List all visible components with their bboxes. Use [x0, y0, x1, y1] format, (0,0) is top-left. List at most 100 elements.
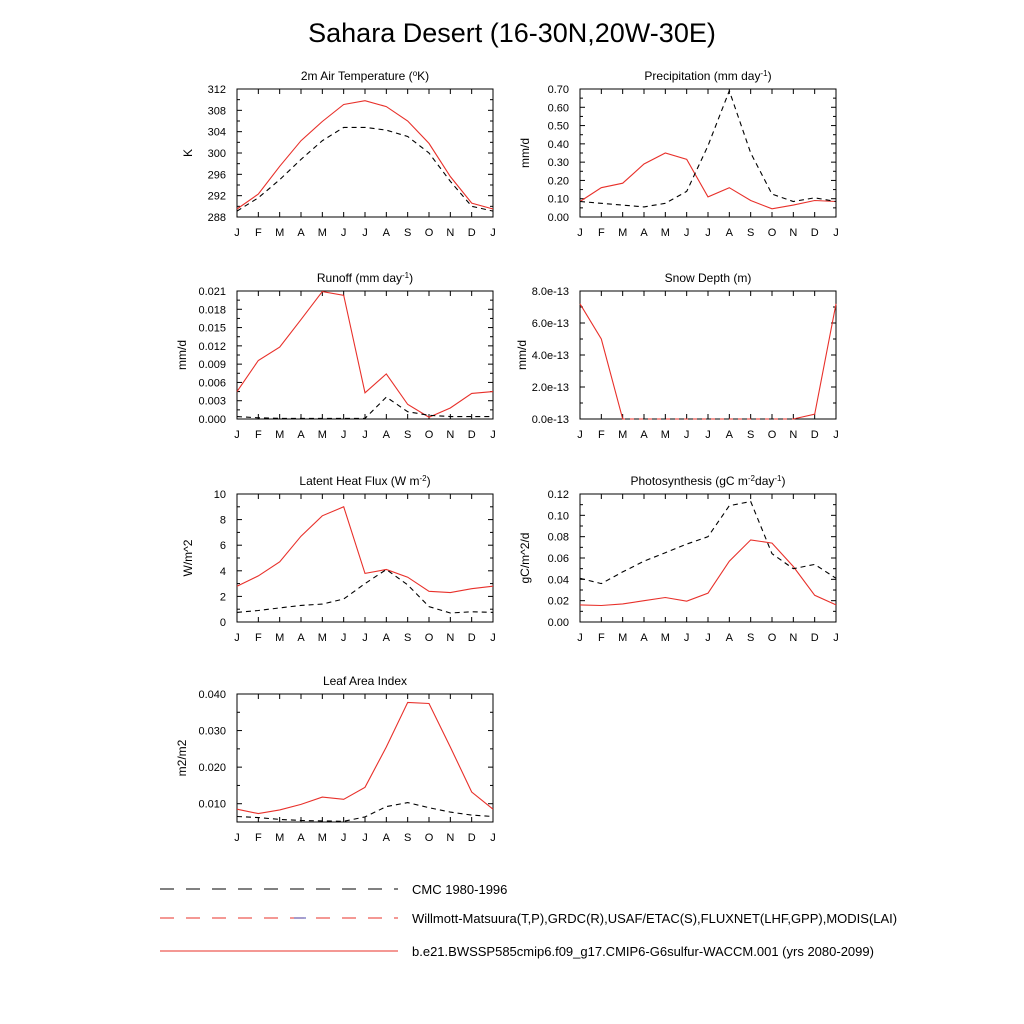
chart-panel: Photosynthesis (gC m-2day-1) J F M A M J J A S O N D…	[518, 474, 839, 644]
panel-title: Runoff (mm day-1)	[317, 271, 413, 285]
y-tick-label: 0.12	[548, 489, 569, 501]
x-tick-label: J	[577, 429, 583, 441]
plot-frame	[579, 290, 837, 420]
x-tick-label: J	[362, 227, 368, 239]
x-tick-label: J	[705, 227, 711, 239]
y-tick-label: 0.040	[198, 689, 226, 701]
x-tick-label: A	[297, 632, 305, 644]
y-tick-label: 0.009	[198, 359, 226, 371]
x-tick-label: N	[446, 832, 454, 844]
model-series-line	[236, 291, 494, 418]
x-tick-label: A	[297, 227, 305, 239]
x-tick-label: M	[275, 227, 284, 239]
model-series-line	[579, 303, 837, 420]
y-axis-label: mm/d	[515, 340, 529, 370]
y-tick-label: 292	[208, 191, 226, 203]
obs-series-line	[236, 568, 494, 614]
x-tick-label: J	[234, 832, 240, 844]
x-tick-label: S	[404, 832, 411, 844]
x-tick-label: A	[726, 227, 734, 239]
y-axis-label: gC/m^2/d	[518, 533, 532, 584]
x-tick-label: J	[833, 429, 839, 441]
obs-series-line	[236, 802, 494, 822]
x-tick-label: F	[255, 832, 262, 844]
y-tick-label: 308	[208, 105, 226, 117]
legend-label: b.e21.BWSSP585cmip6.f09_g17.CMIP6-G6sulf…	[412, 944, 874, 959]
x-tick-label: J	[577, 227, 583, 239]
figure-title: Sahara Desert (16-30N,20W-30E)	[308, 18, 716, 48]
y-tick-label: 2	[220, 591, 226, 603]
y-tick-label: 0.30	[548, 157, 569, 169]
y-tick-label: 4	[220, 566, 226, 578]
x-tick-label: O	[425, 227, 434, 239]
x-tick-label: S	[747, 227, 754, 239]
x-tick-label: F	[598, 227, 605, 239]
panel-title: Leaf Area Index	[323, 674, 407, 688]
y-axis-label: m2/m2	[175, 739, 189, 776]
x-tick-label: J	[341, 632, 347, 644]
obs-series-line	[579, 500, 837, 585]
obs-series-line	[236, 396, 493, 419]
y-tick-label: 4.0e-13	[532, 350, 569, 362]
y-tick-label: 0.012	[198, 341, 226, 353]
y-tick-label: 0.40	[548, 139, 569, 151]
chart-panel: Snow Depth (m) J F M A M J J A S O N D J 0.0e-13 2.0e-1…	[515, 271, 839, 441]
chart-panel: Leaf Area Index J F M A M J J A S O N D J 0.010 0.020 0.…	[175, 674, 496, 844]
y-tick-label: 0.020	[198, 762, 226, 774]
y-tick-label: 0.00	[548, 617, 569, 629]
x-tick-label: D	[468, 832, 476, 844]
x-tick-label: D	[468, 429, 476, 441]
x-tick-label: M	[661, 632, 670, 644]
x-tick-label: M	[618, 429, 627, 441]
x-tick-label: J	[234, 227, 240, 239]
x-tick-label: A	[726, 632, 734, 644]
legend: CMC 1980-1996 Willmott-Matsuura(T,P),GRDC…	[160, 882, 897, 959]
x-tick-label: M	[661, 429, 670, 441]
legend-label: Willmott-Matsuura(T,P),GRDC(R),USAF/ETAC…	[412, 911, 897, 926]
panel-title: Photosynthesis (gC m-2day-1)	[631, 474, 786, 488]
x-tick-label: M	[318, 632, 327, 644]
plot-frame	[236, 88, 494, 218]
y-tick-label: 0.50	[548, 121, 569, 133]
x-tick-label: N	[446, 227, 454, 239]
x-tick-label: A	[640, 227, 648, 239]
x-tick-label: J	[362, 632, 368, 644]
x-tick-label: S	[404, 632, 411, 644]
plot-frame	[579, 493, 837, 623]
x-tick-label: D	[811, 632, 819, 644]
y-axis-label: mm/d	[518, 138, 532, 168]
x-tick-label: O	[425, 632, 434, 644]
model-series-line	[579, 539, 837, 607]
model-series-line	[236, 701, 494, 815]
x-tick-label: A	[640, 429, 648, 441]
x-tick-label: J	[490, 832, 496, 844]
x-tick-label: J	[234, 632, 240, 644]
y-tick-label: 0.00	[548, 212, 569, 224]
x-tick-label: J	[684, 632, 690, 644]
chart-panel: Runoff (mm day-1) J F M A M J J A S O N D J 0.000 0.003…	[175, 271, 496, 441]
y-tick-label: 0.08	[548, 532, 569, 544]
x-tick-label: J	[833, 227, 839, 239]
x-tick-label: M	[275, 832, 284, 844]
y-tick-label: 0.006	[198, 377, 226, 389]
x-tick-label: O	[768, 227, 777, 239]
plot-frame	[236, 493, 494, 623]
obs-series-line	[236, 126, 494, 212]
x-tick-label: O	[425, 832, 434, 844]
x-tick-label: N	[789, 632, 797, 644]
x-tick-label: F	[255, 227, 262, 239]
y-tick-label: 0.003	[198, 396, 226, 408]
panel-title: Latent Heat Flux (W m-2)	[299, 474, 430, 488]
y-tick-label: 296	[208, 169, 226, 181]
x-tick-label: D	[468, 632, 476, 644]
x-tick-label: F	[598, 632, 605, 644]
y-tick-label: 300	[208, 148, 226, 160]
x-tick-label: F	[598, 429, 605, 441]
x-tick-label: S	[747, 429, 754, 441]
y-tick-label: 0.010	[198, 799, 226, 811]
y-tick-label: 8	[220, 515, 226, 527]
x-tick-label: D	[468, 227, 476, 239]
x-tick-label: O	[425, 429, 434, 441]
y-tick-label: 0.021	[198, 286, 226, 298]
y-axis-label: K	[181, 149, 195, 157]
